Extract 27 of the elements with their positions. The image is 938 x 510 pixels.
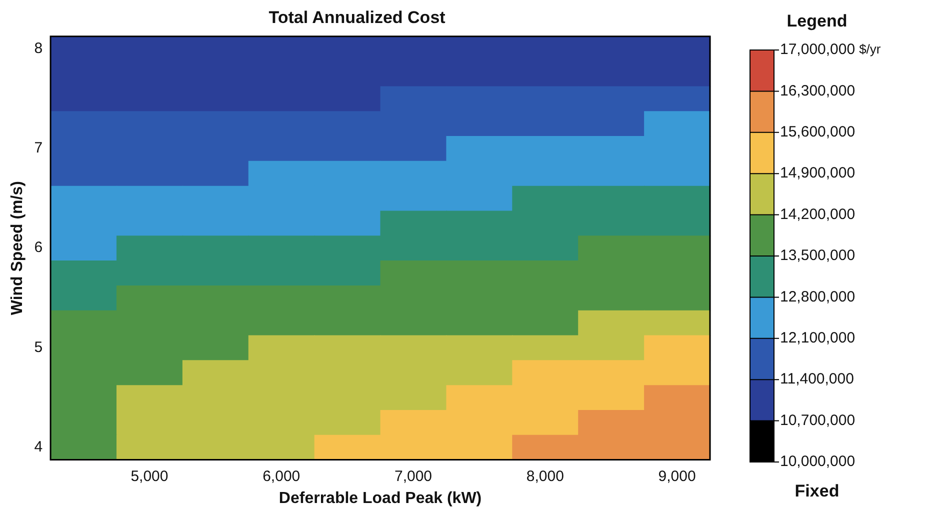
x-axis-title: Deferrable Load Peak (kW) [278,490,482,507]
x-tick-label: 7,000 [394,468,432,485]
color-bar-label: 16,300,000 [780,82,856,100]
color-bar-label: 10,000,000 [780,453,856,470]
color-bar-label: 14,200,000 [780,206,856,223]
color-bar-label: 12,800,000 [780,288,856,306]
y-tick-label: 5 [34,338,43,356]
y-tick-label: 4 [34,438,43,456]
color-bar-label: 11,400,000 [780,370,854,388]
color-bar-label: 10,700,000 [780,412,856,429]
x-tick-label: 6,000 [262,468,300,485]
color-bar-label: 13,500,000 [780,247,856,264]
color-bar-label: 14,900,000 [780,164,856,182]
color-bar-label: 12,100,000 [780,330,856,347]
color-bar-title: $/yr [859,42,882,57]
chart-title: Total Annualized Cost [268,8,446,27]
y-axis-title: Wind Speed (m/s) [9,181,26,316]
y-tick-label: 6 [34,239,43,256]
x-tick-label: 9,000 [658,468,696,485]
x-tick-label: 5,000 [130,468,168,485]
color-bar-label: 15,600,000 [780,124,856,141]
y-tick-label: 7 [34,140,43,157]
y-tick-label: 8 [34,40,43,57]
legend-title: Legend [786,12,848,31]
text: Fixed [794,482,840,501]
x-tick-label: 8,000 [526,468,564,485]
color-bar-label: 17,000,000 [780,41,856,58]
